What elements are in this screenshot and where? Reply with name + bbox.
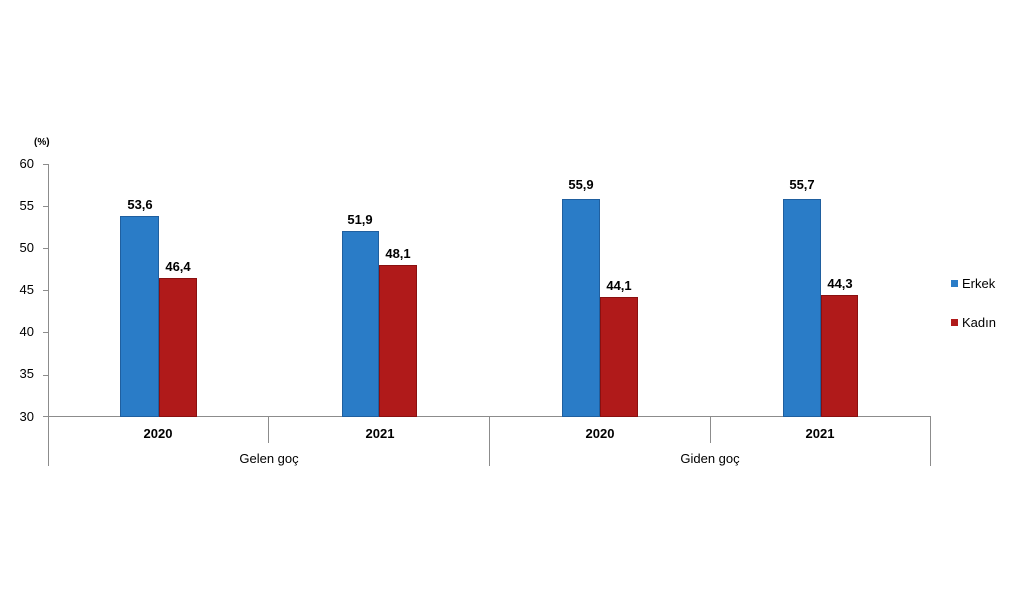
y-tick-label: 55 — [19, 198, 34, 213]
legend-item-kadin: Kadın — [951, 315, 996, 330]
x-group-label: Giden goç — [680, 451, 740, 466]
value-label: 46,4 — [165, 259, 191, 274]
value-label: 53,6 — [127, 197, 153, 212]
x-category-separator — [710, 416, 711, 443]
y-tick — [43, 290, 48, 291]
y-tick-label: 60 — [19, 156, 34, 171]
x-axis-line — [43, 416, 931, 417]
x-category-separator — [268, 416, 269, 443]
bar-kadin-gelen-2020 — [159, 278, 197, 417]
y-tick — [43, 164, 48, 165]
y-tick — [43, 248, 48, 249]
y-tick-label: 50 — [19, 240, 34, 255]
bar-kadin-giden-2020 — [600, 297, 638, 417]
x-category-label: 2020 — [585, 426, 615, 441]
x-category-label: 2021 — [365, 426, 395, 441]
bar-erkek-giden-2021 — [783, 199, 821, 417]
bar-kadin-gelen-2021 — [379, 265, 417, 417]
value-label: 55,7 — [789, 177, 815, 192]
legend-label: Kadın — [962, 315, 996, 330]
x-group-separator — [489, 416, 490, 466]
x-group-separator — [930, 416, 931, 466]
legend-swatch-kadin — [951, 319, 958, 326]
y-tick-label: 40 — [19, 324, 34, 339]
y-tick — [43, 206, 48, 207]
bar-kadin-giden-2021 — [821, 295, 858, 417]
y-tick — [43, 332, 48, 333]
bar-erkek-gelen-2020 — [120, 216, 159, 417]
value-label: 55,9 — [568, 177, 594, 192]
y-tick-label: 45 — [19, 282, 34, 297]
value-label: 51,9 — [347, 212, 373, 227]
legend-item-erkek: Erkek — [951, 276, 995, 291]
y-tick-label: 30 — [19, 409, 34, 424]
value-label: 48,1 — [385, 246, 411, 261]
value-label: 44,1 — [606, 278, 632, 293]
legend-label: Erkek — [962, 276, 996, 291]
bar-erkek-gelen-2021 — [342, 231, 379, 417]
value-label: 44,3 — [827, 276, 853, 291]
y-tick-label: 35 — [19, 366, 34, 381]
bar-erkek-giden-2020 — [562, 199, 600, 417]
x-category-label: 2021 — [805, 426, 835, 441]
y-tick — [43, 375, 48, 376]
y-axis-line — [48, 164, 49, 466]
y-axis-unit: (%) — [34, 137, 50, 148]
x-group-label: Gelen goç — [239, 451, 299, 466]
x-category-label: 2020 — [143, 426, 173, 441]
legend-swatch-erkek — [951, 280, 958, 287]
